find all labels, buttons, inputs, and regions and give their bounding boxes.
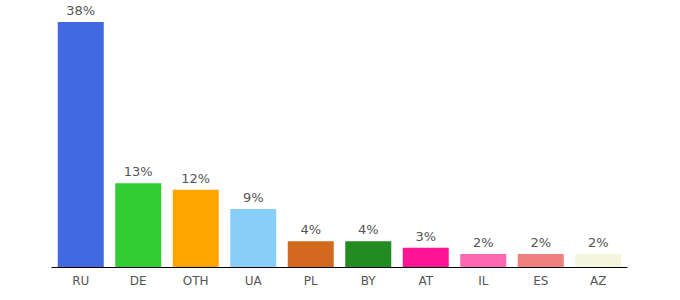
svg-text:IL: IL [478,274,489,288]
svg-text:9%: 9% [243,190,264,205]
svg-text:2%: 2% [530,235,551,250]
svg-text:AT: AT [418,274,433,288]
svg-text:RU: RU [72,274,89,288]
svg-text:OTH: OTH [183,274,209,288]
svg-text:UA: UA [245,274,263,288]
svg-text:AZ: AZ [590,274,606,288]
svg-text:3%: 3% [415,229,436,244]
svg-text:DE: DE [130,274,147,288]
svg-text:2%: 2% [588,235,609,250]
svg-text:2%: 2% [473,235,494,250]
svg-text:ES: ES [533,274,548,288]
svg-text:PL: PL [304,274,318,288]
svg-text:12%: 12% [181,171,210,186]
svg-text:13%: 13% [124,164,153,179]
svg-text:4%: 4% [300,222,321,237]
svg-text:BY: BY [361,274,377,288]
svg-text:4%: 4% [358,222,379,237]
svg-text:38%: 38% [66,3,95,18]
